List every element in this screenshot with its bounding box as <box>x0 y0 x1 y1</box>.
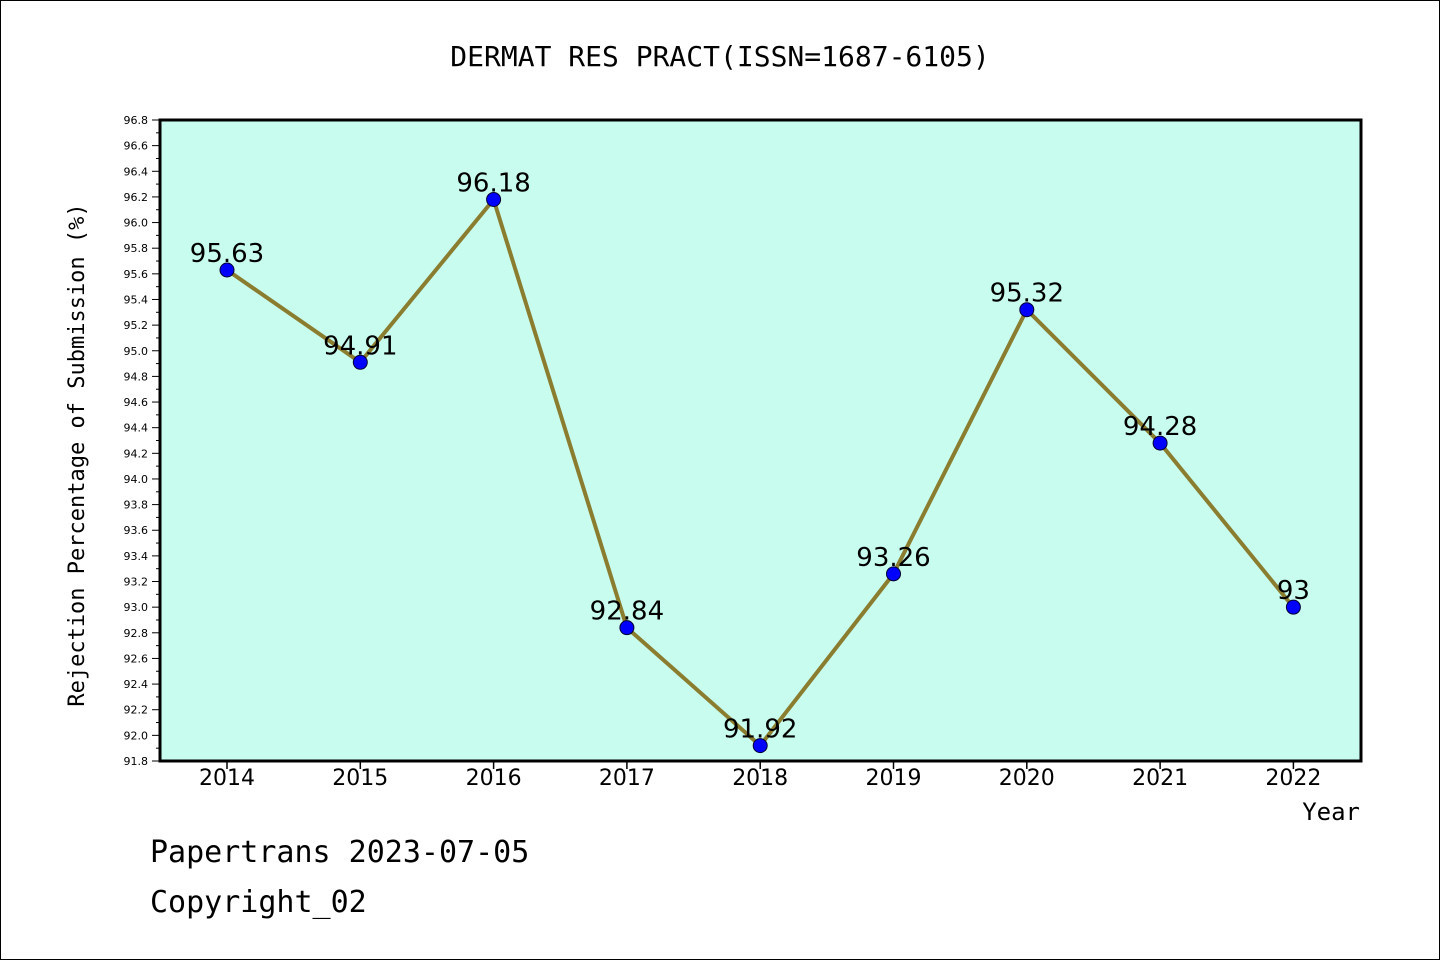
footer-date: Papertrans 2023-07-05 <box>150 835 530 870</box>
y-tick-label: 93.6 <box>124 524 149 537</box>
y-tick-label: 96.4 <box>124 165 149 178</box>
data-label: 92.84 <box>590 597 664 627</box>
data-label: 93.26 <box>856 543 930 573</box>
data-point <box>219 262 235 278</box>
data-point <box>486 191 502 207</box>
y-tick-label: 95.4 <box>124 293 149 306</box>
data-labels: 95.63 94.91 96.18 92.84 91.92 93.26 95.32 94.28… <box>190 168 1310 744</box>
y-tick-label: 92.0 <box>124 729 149 742</box>
y-axis-label: Rejection Percentage of Submission (%) <box>65 203 90 706</box>
series-markers <box>219 191 1301 754</box>
chart-title: DERMAT RES PRACT(ISSN=1687-6105) <box>450 40 989 73</box>
y-tick-label: 96.8 <box>124 114 149 127</box>
x-tick-label: 2018 <box>732 766 788 791</box>
data-label: 91.92 <box>723 715 797 745</box>
y-tick-label: 92.8 <box>124 627 149 640</box>
y-tick-label: 92.2 <box>124 704 149 717</box>
data-point <box>886 566 901 582</box>
y-tick-label: 96.6 <box>124 140 149 153</box>
x-tick-label: 2014 <box>199 766 255 791</box>
data-point <box>752 738 768 754</box>
data-label: 95.63 <box>190 239 264 269</box>
data-point <box>352 354 368 370</box>
data-label: 95.32 <box>990 279 1064 309</box>
y-tick-label: 94.8 <box>124 370 149 383</box>
y-tick-label: 92.4 <box>124 678 149 691</box>
data-label: 94.28 <box>1123 412 1197 442</box>
y-tick-label: 93.4 <box>124 550 149 563</box>
y-tick-label: 93.0 <box>124 601 149 614</box>
data-point <box>1152 435 1168 451</box>
data-label: 93 <box>1277 576 1310 606</box>
x-tick-label: 2022 <box>1265 766 1321 791</box>
x-tick-label: 2015 <box>332 766 388 791</box>
y-tick-label: 94.0 <box>124 473 149 486</box>
y-tick-label: 95.0 <box>124 345 149 358</box>
y-tick-label: 95.6 <box>124 268 149 281</box>
y-tick-label: 93.8 <box>124 499 149 512</box>
data-point <box>1285 599 1301 615</box>
y-axis: 91.8 92.0 92.2 92.4 92.6 92.8 93.0 93.2 93.4 93.6… <box>124 114 160 768</box>
y-tick-label: 92.6 <box>124 652 149 665</box>
y-tick-label: 95.2 <box>124 319 149 332</box>
y-tick-label: 91.8 <box>124 755 149 768</box>
data-label: 96.18 <box>456 168 530 198</box>
x-tick-label: 2019 <box>866 766 922 791</box>
x-tick-label: 2021 <box>1132 766 1188 791</box>
x-tick-label: 2020 <box>999 766 1055 791</box>
y-tick-label: 96.2 <box>124 191 149 204</box>
x-axis-label: Year <box>1302 798 1360 826</box>
y-tick-label: 95.8 <box>124 242 149 255</box>
y-tick-label: 96.0 <box>124 217 149 230</box>
x-axis: 2014 2015 2016 2017 2018 2019 2020 2021 2022 <box>199 761 1321 791</box>
y-tick-label: 93.2 <box>124 576 149 589</box>
data-label: 94.91 <box>323 331 397 361</box>
data-point <box>1019 302 1035 318</box>
data-point <box>619 620 635 636</box>
y-tick-label: 94.2 <box>124 447 149 460</box>
x-tick-label: 2017 <box>599 766 655 791</box>
y-tick-label: 94.4 <box>124 422 149 435</box>
footer-copyright: Copyright_02 <box>150 885 367 920</box>
y-tick-label: 94.6 <box>124 396 149 409</box>
x-tick-label: 2016 <box>466 766 522 791</box>
